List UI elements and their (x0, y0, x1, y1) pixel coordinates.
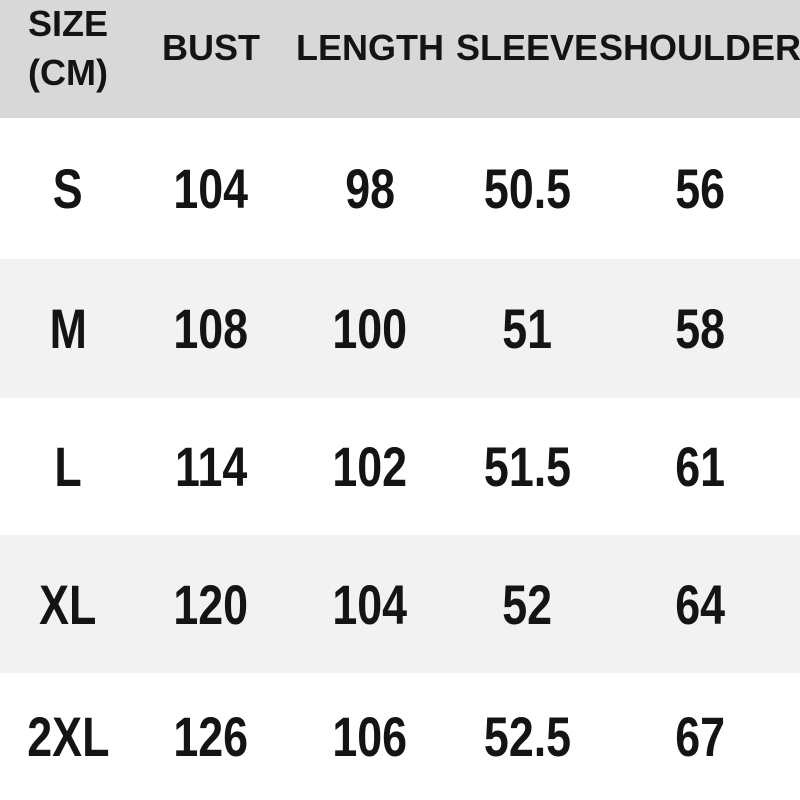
table-row-l: L 114 102 51.5 61 (0, 398, 800, 535)
shoulder-value: 58 (675, 297, 725, 360)
size-value: XL (39, 572, 97, 636)
cell-bust: 104 (136, 118, 286, 259)
sleeve-value: 51 (502, 297, 552, 360)
bust-value: 104 (173, 157, 249, 220)
cell-length: 104 (286, 535, 454, 673)
size-value: S (53, 157, 83, 220)
cell-size: S (0, 118, 136, 259)
table-row-m: M 108 100 51 58 (0, 259, 800, 398)
length-value: 98 (345, 157, 395, 220)
shoulder-value: 64 (675, 572, 725, 636)
header-cell-size-cm: SIZE (CM) (0, 0, 136, 118)
bust-value: 120 (173, 572, 249, 636)
sleeve-value: 52 (502, 572, 552, 636)
header-cell-length: LENGTH (286, 0, 454, 118)
cell-length: 100 (286, 259, 454, 398)
length-value: 100 (332, 297, 408, 360)
cell-length: 98 (286, 118, 454, 259)
table-row-s: S 104 98 50.5 56 (0, 118, 800, 259)
shoulder-value: 56 (675, 157, 725, 220)
size-value: M (49, 297, 87, 360)
header-cell-sleeve: SLEEVE (454, 0, 600, 118)
cell-length: 106 (286, 673, 454, 800)
length-value: 106 (332, 705, 408, 768)
table-row-2xl: 2XL 126 106 52.5 67 (0, 673, 800, 800)
shoulder-value: 61 (675, 435, 725, 498)
bust-value: 108 (173, 297, 249, 360)
shoulder-value: 67 (675, 705, 725, 768)
cell-sleeve: 50.5 (454, 118, 600, 259)
bust-value: 114 (174, 435, 248, 498)
header-cell-bust: BUST (136, 0, 286, 118)
cell-sleeve: 52 (454, 535, 600, 673)
cell-size: L (0, 398, 136, 535)
cell-bust: 108 (136, 259, 286, 398)
cell-sleeve: 52.5 (454, 673, 600, 800)
cell-bust: 120 (136, 535, 286, 673)
cell-length: 102 (286, 398, 454, 535)
cell-sleeve: 51 (454, 259, 600, 398)
sleeve-value: 52.5 (483, 705, 571, 768)
sleeve-value: 51.5 (483, 435, 571, 498)
cell-size: M (0, 259, 136, 398)
sleeve-value: 50.5 (483, 157, 571, 220)
header-size-label: SIZE (27, 3, 108, 44)
length-value: 102 (332, 435, 408, 498)
header-shoulder-label: SHOULDER (599, 27, 800, 68)
cell-bust: 114 (136, 398, 286, 535)
table-row-xl: XL 120 104 52 64 (0, 535, 800, 673)
cell-shoulder: 64 (600, 535, 800, 673)
cell-sleeve: 51.5 (454, 398, 600, 535)
cell-size: 2XL (0, 673, 136, 800)
header-cell-shoulder: SHOULDER (599, 0, 800, 118)
size-value: L (54, 435, 82, 498)
header-bust-label: BUST (162, 27, 260, 68)
header-cm-label: (CM) (28, 52, 108, 93)
length-value: 104 (332, 572, 408, 636)
cell-bust: 126 (136, 673, 286, 800)
cell-size: XL (0, 535, 136, 673)
cell-shoulder: 67 (600, 673, 800, 800)
size-value: 2XL (26, 705, 110, 768)
header-length-label: LENGTH (296, 27, 444, 68)
cell-shoulder: 56 (600, 118, 800, 259)
cell-shoulder: 58 (600, 259, 800, 398)
header-sleeve-label: SLEEVE (455, 27, 599, 68)
bust-value: 126 (173, 705, 249, 768)
table-header-row: SIZE (CM) BUST LENGTH SLEEVE SHOULDER (0, 0, 800, 118)
cell-shoulder: 61 (600, 398, 800, 535)
